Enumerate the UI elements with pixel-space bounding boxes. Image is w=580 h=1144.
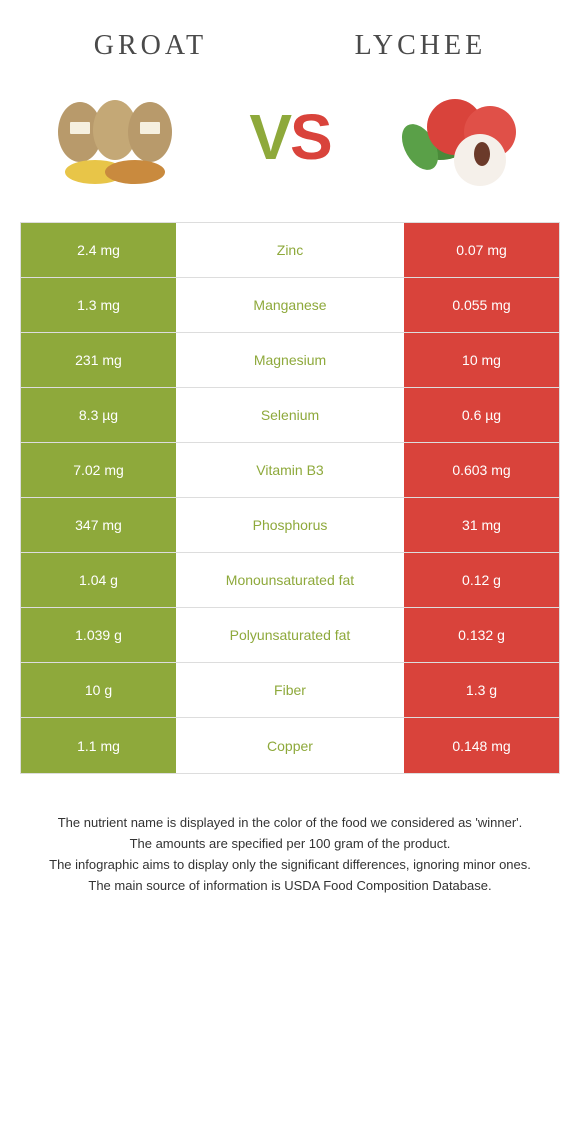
right-value-cell: 0.148 mg [404,718,559,773]
table-row: 10 gFiber1.3 g [21,663,559,718]
header-row: GROAT LYCHEE [0,0,580,82]
table-row: 347 mgPhosphorus31 mg [21,498,559,553]
right-value-cell: 0.603 mg [404,443,559,497]
footnote-block: The nutrient name is displayed in the co… [30,814,550,897]
left-value-cell: 8.3 µg [21,388,176,442]
vs-label: VS [249,100,330,174]
vs-s-letter: S [290,101,331,173]
left-value-cell: 1.04 g [21,553,176,607]
left-value-cell: 347 mg [21,498,176,552]
right-value-cell: 0.07 mg [404,223,559,277]
vs-v-letter: V [249,101,290,173]
right-value-cell: 0.12 g [404,553,559,607]
table-row: 231 mgMagnesium10 mg [21,333,559,388]
footnote-line: The main source of information is USDA F… [30,877,550,896]
nutrient-label-cell: Fiber [176,663,404,717]
table-row: 7.02 mgVitamin B30.603 mg [21,443,559,498]
right-value-cell: 0.055 mg [404,278,559,332]
table-row: 1.04 gMonounsaturated fat0.12 g [21,553,559,608]
right-value-cell: 10 mg [404,333,559,387]
left-value-cell: 10 g [21,663,176,717]
table-row: 1.039 gPolyunsaturated fat0.132 g [21,608,559,663]
left-food-title: GROAT [94,30,207,62]
footnote-line: The infographic aims to display only the… [30,856,550,875]
footnote-line: The amounts are specified per 100 gram o… [30,835,550,854]
left-value-cell: 1.039 g [21,608,176,662]
nutrient-label-cell: Polyunsaturated fat [176,608,404,662]
table-row: 2.4 mgZinc0.07 mg [21,223,559,278]
right-value-cell: 1.3 g [404,663,559,717]
table-row: 8.3 µgSelenium0.6 µg [21,388,559,443]
right-food-title: LYCHEE [355,30,487,62]
footnote-line: The nutrient name is displayed in the co… [30,814,550,833]
right-value-cell: 0.132 g [404,608,559,662]
left-food-image [40,82,190,192]
right-food-image [390,82,540,192]
nutrient-label-cell: Manganese [176,278,404,332]
table-row: 1.3 mgManganese0.055 mg [21,278,559,333]
left-value-cell: 7.02 mg [21,443,176,497]
nutrient-label-cell: Monounsaturated fat [176,553,404,607]
left-value-cell: 1.1 mg [21,718,176,773]
hero-row: VS [0,82,580,222]
left-value-cell: 231 mg [21,333,176,387]
nutrient-label-cell: Magnesium [176,333,404,387]
nutrient-label-cell: Selenium [176,388,404,442]
comparison-table: 2.4 mgZinc0.07 mg1.3 mgManganese0.055 mg… [20,222,560,774]
nutrient-label-cell: Zinc [176,223,404,277]
nutrient-label-cell: Phosphorus [176,498,404,552]
right-value-cell: 0.6 µg [404,388,559,442]
table-row: 1.1 mgCopper0.148 mg [21,718,559,773]
left-value-cell: 2.4 mg [21,223,176,277]
left-value-cell: 1.3 mg [21,278,176,332]
right-value-cell: 31 mg [404,498,559,552]
nutrient-label-cell: Copper [176,718,404,773]
nutrient-label-cell: Vitamin B3 [176,443,404,497]
